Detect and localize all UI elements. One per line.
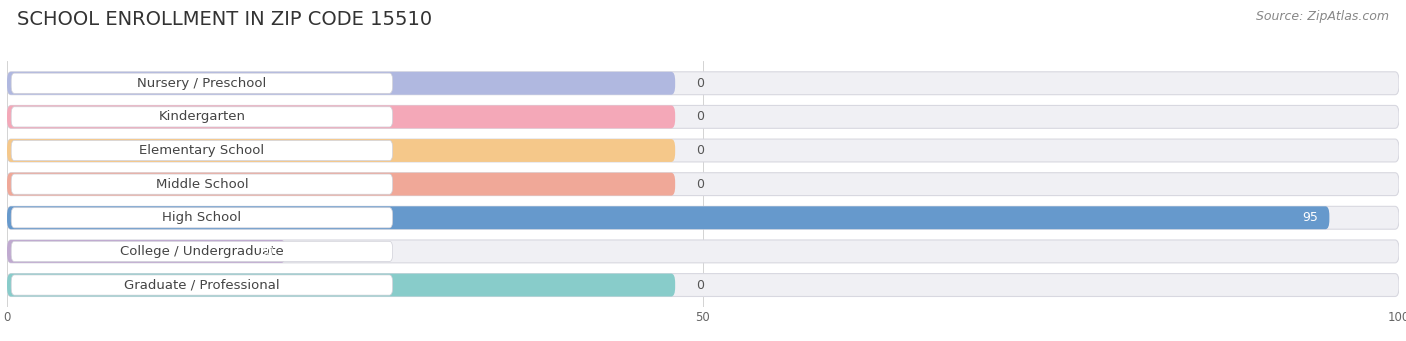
Text: 0: 0 xyxy=(696,279,704,292)
FancyBboxPatch shape xyxy=(11,73,392,93)
FancyBboxPatch shape xyxy=(7,72,1399,95)
FancyBboxPatch shape xyxy=(11,241,392,262)
FancyBboxPatch shape xyxy=(7,105,1399,128)
Text: College / Undergraduate: College / Undergraduate xyxy=(120,245,284,258)
FancyBboxPatch shape xyxy=(7,240,1399,263)
Text: Elementary School: Elementary School xyxy=(139,144,264,157)
Text: 20: 20 xyxy=(259,245,274,258)
Text: 95: 95 xyxy=(1302,211,1319,224)
FancyBboxPatch shape xyxy=(11,208,392,228)
FancyBboxPatch shape xyxy=(7,139,1399,162)
FancyBboxPatch shape xyxy=(11,275,392,295)
FancyBboxPatch shape xyxy=(7,105,675,128)
Text: 0: 0 xyxy=(696,144,704,157)
FancyBboxPatch shape xyxy=(11,174,392,194)
FancyBboxPatch shape xyxy=(7,173,1399,196)
Text: High School: High School xyxy=(162,211,242,224)
Text: 0: 0 xyxy=(696,77,704,90)
Text: 0: 0 xyxy=(696,110,704,123)
Text: Kindergarten: Kindergarten xyxy=(159,110,246,123)
FancyBboxPatch shape xyxy=(7,206,1399,229)
FancyBboxPatch shape xyxy=(7,72,675,95)
FancyBboxPatch shape xyxy=(11,140,392,161)
Text: Nursery / Preschool: Nursery / Preschool xyxy=(138,77,267,90)
FancyBboxPatch shape xyxy=(7,240,285,263)
Text: Graduate / Professional: Graduate / Professional xyxy=(124,279,280,292)
Text: Middle School: Middle School xyxy=(156,178,249,191)
Text: SCHOOL ENROLLMENT IN ZIP CODE 15510: SCHOOL ENROLLMENT IN ZIP CODE 15510 xyxy=(17,10,432,29)
FancyBboxPatch shape xyxy=(7,273,1399,296)
FancyBboxPatch shape xyxy=(7,139,675,162)
FancyBboxPatch shape xyxy=(7,206,1330,229)
FancyBboxPatch shape xyxy=(7,273,675,296)
FancyBboxPatch shape xyxy=(11,107,392,127)
Text: 0: 0 xyxy=(696,178,704,191)
Text: Source: ZipAtlas.com: Source: ZipAtlas.com xyxy=(1256,10,1389,23)
FancyBboxPatch shape xyxy=(7,173,675,196)
